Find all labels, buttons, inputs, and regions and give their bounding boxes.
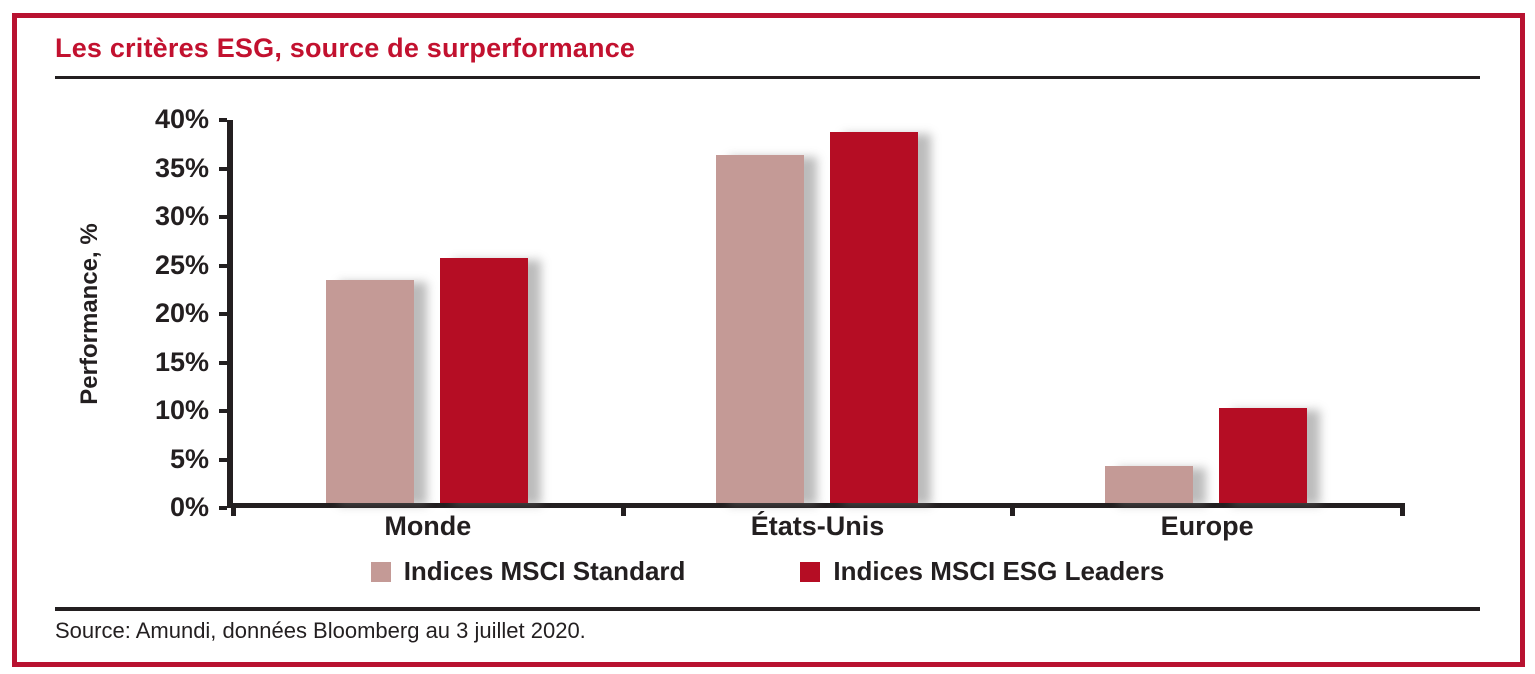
legend-label: Indices MSCI ESG Leaders (833, 556, 1165, 586)
bar-États-Unis-standard (715, 155, 804, 503)
y-tick-mark (219, 118, 227, 122)
legend-item-msci-standard: Indices MSCI Standard (370, 556, 686, 587)
y-tick-mark (219, 215, 227, 219)
x-axis-end-tick (1400, 503, 1406, 516)
category-group-1: Monde (231, 120, 623, 541)
legend-item-msci-esg-leaders: Indices MSCI ESG Leaders (800, 556, 1164, 587)
x-category-label: États-Unis (750, 511, 885, 541)
bar-Europe-esg-leaders (1219, 408, 1308, 503)
bar-Europe-standard (1105, 466, 1194, 503)
legend: Indices MSCI Standard Indices MSCI ESG Le… (0, 556, 1535, 587)
y-tick-label: 15% (154, 346, 209, 377)
y-tick-label: 30% (154, 201, 209, 231)
y-tick-mark (219, 166, 227, 171)
source-note: Source: Amundi, données Bloomberg au 3 j… (55, 618, 586, 643)
y-tick-mark (219, 360, 227, 365)
chart-title: Les critères ESG, source de surperforman… (55, 33, 636, 63)
title-divider (55, 76, 1480, 79)
y-tick-label: 5% (169, 443, 209, 474)
y-tick-mark (219, 457, 227, 462)
bar-groups: Monde États-Unis Europe (231, 120, 1406, 541)
y-tick-label: 25% (154, 249, 209, 280)
legend-swatch-icon (370, 561, 391, 582)
plot-area: 0% 5% 10% 15% 20% 25% 30% 35% 40% Monde États-Uni… (155, 105, 1406, 541)
y-tick-label: 40% (154, 104, 209, 134)
y-tick-label: 0% (169, 492, 209, 522)
legend-swatch-icon (800, 561, 821, 582)
x-category-label: Europe (1160, 511, 1254, 541)
y-tick-label: 35% (154, 152, 209, 183)
y-tick-label: 10% (154, 395, 209, 425)
bar-États-Unis-esg-leaders (829, 132, 918, 503)
x-category-label: Monde (384, 511, 472, 541)
y-tick-mark (219, 263, 227, 268)
bar-Monde-esg-leaders (440, 258, 528, 503)
y-tick-label: 20% (154, 298, 209, 328)
y-tick-mark (219, 409, 227, 413)
source-divider (55, 607, 1480, 611)
legend-label: Indices MSCI Standard (403, 556, 686, 586)
category-group-2: États-Unis (620, 120, 1013, 541)
category-group-3: Europe (1010, 120, 1406, 541)
y-tick-mark (219, 506, 227, 510)
y-tick-mark (219, 312, 227, 316)
bar-Monde-standard (326, 280, 414, 503)
